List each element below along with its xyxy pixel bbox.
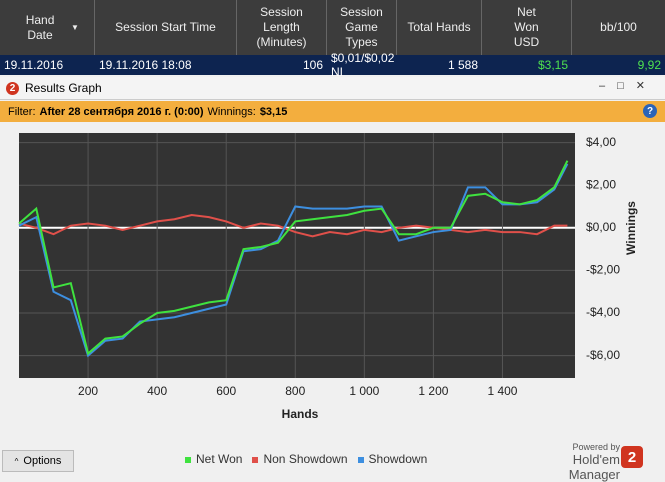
series-line [18,160,569,356]
filter-range: After 28 сентября 2016 г. (0:00) [39,105,204,118]
y-axis-label: Winnings [624,201,638,255]
y-tick-label: -$2,00 [586,263,620,277]
x-tick-label: 1 200 [418,384,448,398]
legend-swatch [185,457,191,463]
column-header[interactable]: bb/100 [600,20,637,34]
options-button[interactable]: ^ Options [2,450,74,472]
chart: Hands Winnings $4,00 $2,00 $0,00 -$2,00 -$4,… [18,133,638,421]
column-header[interactable]: Session Start Time [95,0,237,55]
cell: $3,15 [537,58,568,72]
legend-swatch [357,457,364,463]
legend-label: Showdown [368,452,428,466]
options-text: Options [23,455,62,467]
legend-item[interactable]: Non Showdown [252,452,348,466]
table-row[interactable]: 19.11.2016 19.11.2016 18:08 106 $0,01/$0… [0,51,665,79]
column-header[interactable]: Total Hands [397,0,482,55]
series-line [18,214,568,238]
x-tick-label: 600 [216,384,236,398]
table-header: Hand Date ▼ Session Start Time Session Le… [0,0,665,55]
app-logo: 2 [6,81,19,95]
y-tick-label: $2,00 [586,177,616,191]
y-tick-label: -$6,00 [586,348,620,362]
winnings-label: Winnings: [207,105,256,118]
winnings-value: $3,15 [259,105,288,118]
legend-item[interactable]: Net Won [185,452,242,466]
x-tick-label: 800 [285,384,305,398]
brand-name: Hold'em Manager [568,452,620,482]
series-line [18,163,569,358]
filter-bar: Filter: After 28 сентября 2016 г. (0:00)… [0,101,665,122]
header-text: Net Won USD [513,5,540,49]
filter-label: Filter: [8,105,36,118]
cell: 19.11.2016 18:08 [99,58,192,72]
cell: $0,01/$0,02 NI [331,51,395,79]
cell: 19.11.2016 [4,58,64,72]
powered-by: Powered by [572,442,620,452]
legend-swatch [252,457,259,463]
legend-label: Non Showdown [263,452,348,466]
x-tick-label: 200 [78,384,98,398]
legend-item[interactable]: Showdown [357,452,428,466]
column-header[interactable]: Hand Date ▼ [0,0,95,55]
brand-logo: 2 [621,446,643,468]
sort-arrow: ▼ [71,23,79,32]
cell: 9,92 [637,58,661,72]
column-header[interactable]: Session Game Types [327,0,397,55]
x-tick-label: 400 [147,384,167,398]
window-title: Results Graph [25,81,102,95]
legend: Net Won Non Showdown Showdown [185,452,427,466]
column-header[interactable]: Session Length (Minutes) [237,0,327,55]
y-tick-label: $0,00 [586,220,616,234]
header-text: Hand Date [25,12,55,42]
x-tick-label: 1 400 [487,384,517,398]
y-tick-label: $4,00 [586,135,616,149]
legend-label: Net Won [196,452,243,466]
window-buttons[interactable]: –□✕ [599,80,657,92]
x-tick-label: 1 000 [349,384,379,398]
x-axis-label: Hands [282,407,319,421]
brand: Powered by Hold'em Manager [520,442,620,482]
y-tick-label: -$4,00 [586,305,620,319]
column-header[interactable]: Net Won USD [482,0,572,55]
cell: 1 588 [447,58,478,72]
help-button[interactable]: ? [643,104,657,118]
window-titlebar: 2 Results Graph –□✕ [0,77,665,100]
cell: 106 [302,58,323,72]
footer: ^ Options Net Won Non Showdown Showdown Pow… [0,440,665,482]
